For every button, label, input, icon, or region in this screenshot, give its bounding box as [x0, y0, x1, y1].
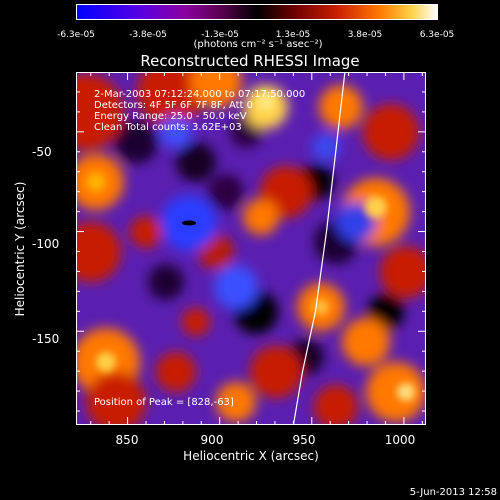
colorbar-tick-label: -6.3e-05 — [57, 30, 95, 40]
heatmap-emission-peak — [96, 352, 116, 372]
heatmap-plot-area — [76, 72, 426, 425]
colorbar-tick-label: 6.3e-05 — [419, 30, 455, 40]
solar-limb-curve — [292, 72, 346, 425]
x-axis-label: Heliocentric X (arcsec) — [183, 449, 319, 463]
plot-frame — [76, 72, 426, 425]
heatmap-emission-region — [250, 346, 302, 398]
heatmap-emission-region — [380, 246, 426, 298]
heatmap-low-region — [114, 120, 158, 164]
heatmap-emission-region — [216, 382, 256, 422]
time-range-label: 2-Mar-2003 07:12:24.000 to 07:17:50.000 — [94, 89, 306, 100]
heatmap-emission-region — [86, 372, 146, 425]
x-tick-label: 850 — [115, 433, 139, 447]
heatmap-negative-region — [214, 265, 258, 309]
y-tick-label: -100 — [32, 237, 60, 251]
heatmap-emission-peak — [365, 196, 387, 218]
heatmap-image — [76, 72, 426, 425]
colorbar-tick-label: -1.3e-05 — [201, 30, 239, 40]
heatmap-emission-peak — [86, 172, 106, 192]
energy-range-label: Energy Range: 25.0 - 50.0 keV — [94, 111, 247, 122]
heatmap-low-region — [176, 142, 216, 182]
colorbar-unit-label: (photons cm⁻² s⁻¹ asec⁻²) — [193, 39, 323, 50]
colorbar — [76, 4, 438, 20]
heatmap-emission-region — [190, 72, 242, 108]
colorbar-tick-label: 3.8e-05 — [347, 30, 383, 40]
heatmap-emission-region — [363, 104, 419, 160]
y-axis-ticks — [76, 72, 426, 412]
heatmap-emission-region — [130, 216, 162, 248]
heatmap-negative-region — [336, 202, 376, 242]
heatmap-emission-region — [366, 362, 426, 422]
colorbar-tick-label: 1.3e-05 — [275, 30, 311, 40]
y-tick-label: -50 — [32, 145, 52, 159]
heatmap-emission-region — [137, 72, 205, 126]
heatmap-emission-region — [182, 308, 210, 336]
heatmap-emission-region — [243, 199, 279, 235]
x-tick-label: 1000 — [384, 433, 416, 447]
heatmap-field-peaks — [86, 93, 415, 401]
heatmap-emission-peak — [397, 383, 415, 401]
detectors-label: Detectors: 4F 5F 6F 7F 8F, Att 0 — [94, 100, 254, 111]
heatmap-low-region — [148, 264, 184, 300]
heatmap-low-region — [208, 174, 244, 210]
y-axis-label: Heliocentric Y (arcsec) — [13, 181, 27, 317]
x-axis-ticks — [90, 72, 423, 425]
heatmap-emission-region — [342, 318, 390, 366]
heatmap-negative-region — [160, 116, 192, 148]
peak-position-label: Position of Peak = [828,-63] — [94, 397, 234, 408]
heatmap-emission-region — [314, 385, 358, 425]
heatmap-negative-region — [312, 133, 340, 161]
minimum-marker — [182, 220, 196, 226]
plot-border — [76, 72, 426, 425]
y-tick-label: -150 — [32, 332, 60, 346]
colorbar-tick-label: -3.8e-05 — [129, 30, 167, 40]
clean-counts-label: Clean Total counts: 3.62E+03 — [94, 122, 242, 133]
heatmap-emission-region — [76, 222, 121, 282]
heatmap-emission-region — [156, 352, 196, 392]
x-tick-label: 950 — [292, 433, 316, 447]
x-tick-label: 900 — [200, 433, 224, 447]
date-stamp: 5-Jun-2013 12:58 — [409, 487, 497, 498]
heatmap-emission-peak — [257, 93, 275, 111]
heatmap-emission-region — [76, 74, 124, 150]
heatmap-field — [76, 72, 426, 425]
chart-title: Reconstructed RHESSI Image — [140, 52, 360, 70]
